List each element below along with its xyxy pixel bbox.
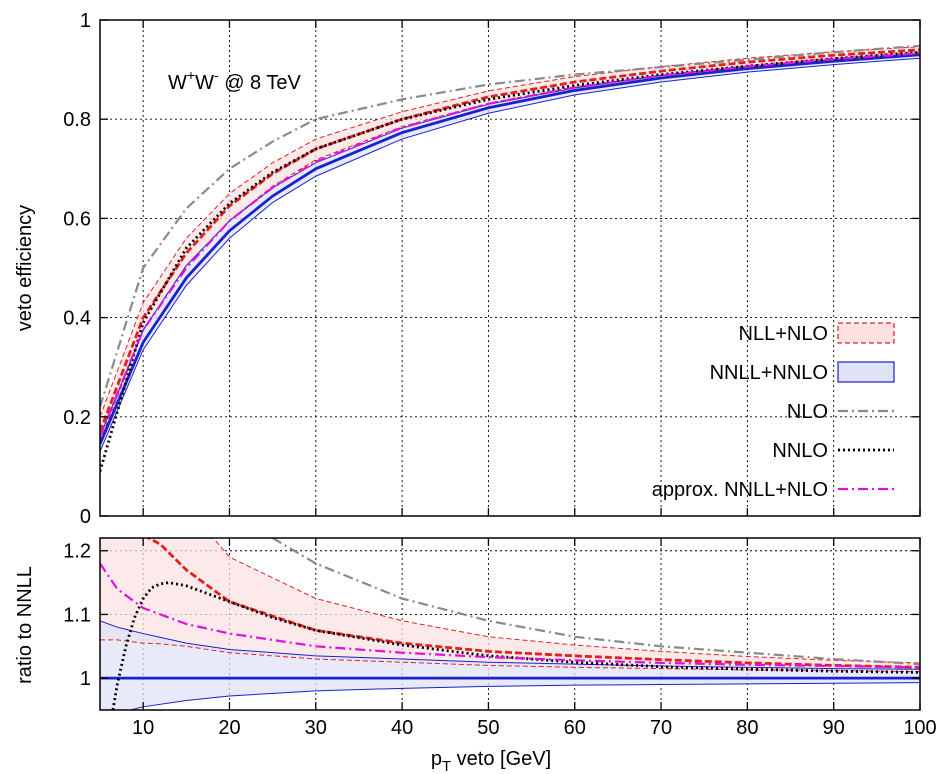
xtick-label-80: 80 xyxy=(736,717,758,739)
main-band-nll-nlo xyxy=(100,46,920,442)
legend-label-approx-nnll-nlo: approx. NNLL+NLO xyxy=(652,479,828,501)
legend-label-nnlo: NNLO xyxy=(772,440,828,462)
xtick-label-40: 40 xyxy=(391,717,413,739)
ratio-ytick-label-1.2: 1.2 xyxy=(63,541,91,563)
x-axis-title: pT veto [GeV] xyxy=(431,748,551,774)
ratio-ytick-label-1: 1 xyxy=(80,668,91,690)
main-ytick-label-0.6: 0.6 xyxy=(63,208,91,230)
main-ytick-label-0.2: 0.2 xyxy=(63,407,91,429)
ratio-panel: 1 1.1 1.2 10 20 30 40 50 60 70 80 90 100 ratio to NN… xyxy=(14,537,937,774)
ratio-band-nll-nlo xyxy=(100,538,920,672)
main-nnll-nnlo-central-line xyxy=(100,53,920,445)
xtick-label-90: 90 xyxy=(823,717,845,739)
ratio-axis-ticks: 1 1.1 1.2 10 20 30 40 50 60 70 80 90 100 xyxy=(63,538,937,739)
xtick-label-20: 20 xyxy=(218,717,240,739)
y-axis-title-ratio: ratio to NNLL xyxy=(14,566,36,684)
legend: NLL+NLO NNLL+NNLO NLO NNLO approx. NNLL+NLO xyxy=(652,322,895,501)
legend-swatch-nnll-nnlo xyxy=(837,361,895,383)
main-nlo-line xyxy=(100,44,920,408)
legend-swatch-nll-nlo xyxy=(837,322,895,344)
legend-label-nlo: NLO xyxy=(787,401,828,423)
main-uncertainty-bands xyxy=(100,46,920,452)
xtick-label-10: 10 xyxy=(132,717,154,739)
legend-label-nnll-nnlo: NNLL+NNLO xyxy=(710,362,828,384)
main-panel: 0 0.2 0.4 0.6 0.8 1 W+W- @ 8 TeV veto efficie… xyxy=(14,10,921,528)
ratio-nll-nlo-lower-edge xyxy=(100,639,920,673)
main-nnll-nnlo-lower-edge xyxy=(100,57,920,452)
xtick-label-50: 50 xyxy=(477,717,499,739)
xtick-label-70: 70 xyxy=(650,717,672,739)
ratio-nlo-line xyxy=(272,538,920,666)
xtick-label-30: 30 xyxy=(305,717,327,739)
ratio-nnll-nnlo-upper-edge xyxy=(100,620,920,670)
ratio-plot-frame xyxy=(99,537,921,711)
main-ytick-label-0.4: 0.4 xyxy=(63,308,91,330)
main-plot-frame xyxy=(99,19,921,517)
xtick-label-60: 60 xyxy=(564,717,586,739)
main-approx-nnll-nlo-line xyxy=(100,52,920,438)
y-axis-title-main: veto efficiency xyxy=(14,205,36,331)
legend-label-nll-nlo: NLL+NLO xyxy=(739,323,829,345)
main-nll-nlo-upper-edge xyxy=(100,46,920,417)
ratio-nnlo-line xyxy=(111,581,920,710)
main-ytick-label-0.8: 0.8 xyxy=(63,109,91,131)
main-ytick-label-1: 1 xyxy=(80,10,91,32)
process-annotation: W+W- @ 8 TeV xyxy=(168,67,301,94)
main-series-lines xyxy=(100,44,920,472)
ratio-nll-nlo-upper-edge xyxy=(212,538,920,664)
ratio-approx-nnll-nlo-line xyxy=(100,562,920,669)
main-ytick-label-0: 0 xyxy=(80,506,91,528)
main-axis-ticks: 0 0.2 0.4 0.6 0.8 1 xyxy=(63,10,921,528)
main-band-nnll-nnlo xyxy=(100,53,920,452)
xtick-label-100: 100 xyxy=(903,717,936,739)
ratio-ytick-label-1.1: 1.1 xyxy=(63,604,91,626)
ratio-uncertainty-bands xyxy=(100,538,920,710)
